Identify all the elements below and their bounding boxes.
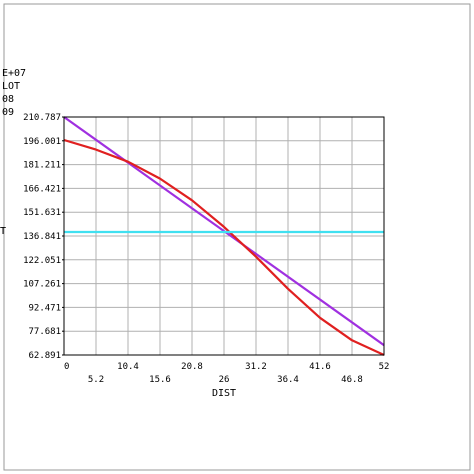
grid <box>64 117 384 355</box>
outer-border <box>3 3 471 471</box>
x-tick-label: 52 <box>379 362 390 372</box>
y-tick-label: 62.891 <box>28 351 61 361</box>
y-axis-label: T <box>0 226 6 237</box>
header-info: E+07 LOT 08 09 <box>2 68 26 118</box>
x-tick-label: 5.2 <box>88 375 104 385</box>
y-tick-label: 92.471 <box>28 303 61 313</box>
y-tick-label: 210.787 <box>23 113 61 123</box>
y-tick-label: 122.051 <box>23 256 61 266</box>
info-line-3: 08 <box>2 94 14 105</box>
y-tick-label: 107.261 <box>23 280 61 290</box>
x-tick-label: 0 <box>64 362 69 372</box>
tick-labels: 210.787 196.001 181.211 166.421 151.631 136.8… <box>23 113 389 385</box>
series-lines <box>63 116 385 356</box>
info-line-4: 09 <box>2 107 14 118</box>
x-tick-label: 31.2 <box>245 362 267 372</box>
x-tick-label: 10.4 <box>117 362 139 372</box>
y-tick-label: 166.421 <box>23 184 61 194</box>
y-tick-label: 136.841 <box>23 232 61 242</box>
y-tick-label: 77.681 <box>28 327 61 337</box>
info-line-2: LOT <box>2 81 20 92</box>
x-tick-label: 46.8 <box>341 375 363 385</box>
x-axis-label: DIST <box>212 388 236 399</box>
x-tick-label: 15.6 <box>149 375 171 385</box>
x-tick-label: 26 <box>219 375 230 385</box>
x-tick-label: 36.4 <box>277 375 299 385</box>
series-line-2 <box>63 138 385 356</box>
x-tick-label: 20.8 <box>181 362 203 372</box>
y-tick-label: 181.211 <box>23 161 61 171</box>
y-tick-label: 151.631 <box>23 208 61 218</box>
x-tick-label: 41.6 <box>309 362 331 372</box>
info-line-1: E+07 <box>2 68 26 79</box>
y-tick-label: 196.001 <box>23 137 61 147</box>
